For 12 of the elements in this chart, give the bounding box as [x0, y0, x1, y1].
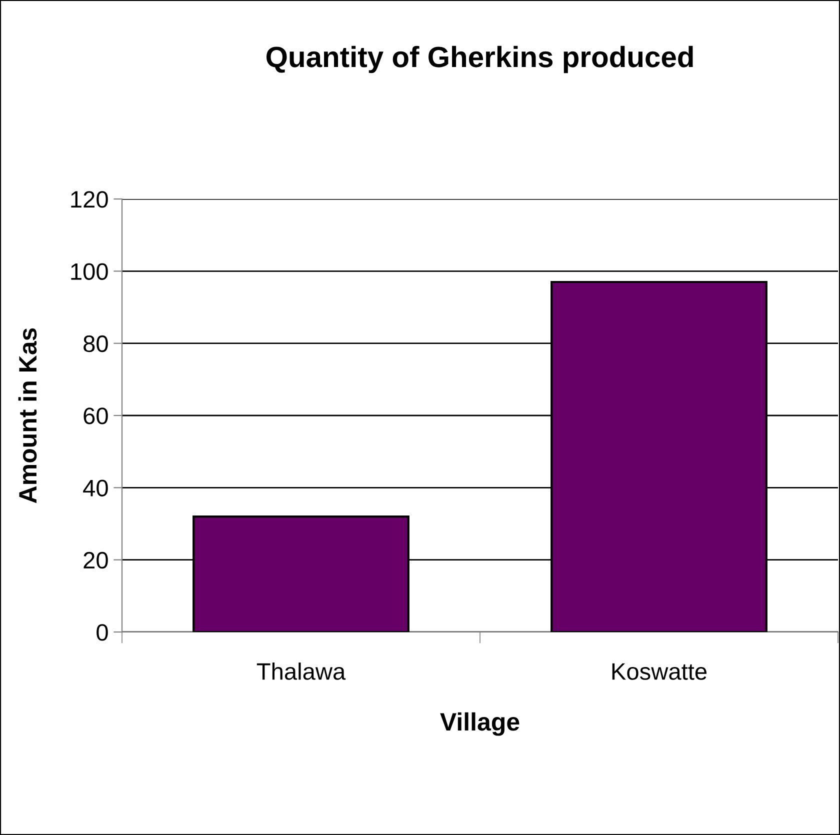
y-tick-label: 80	[84, 335, 108, 352]
x-axis-title: Village	[440, 712, 520, 736]
y-tick-label: 40	[83, 480, 108, 496]
x-tick-label: Koswatte	[612, 663, 707, 680]
y-tick-label: 60	[84, 408, 108, 424]
x-tick-label: Thalawa	[256, 662, 346, 680]
y-tick-label: 0	[96, 624, 108, 641]
y-axis-title: Amount in Kas	[18, 328, 37, 504]
chart-title: Quantity of Gherkins produced	[266, 46, 693, 74]
y-tick-label: 120	[71, 191, 108, 208]
y-tick-label: 20	[84, 552, 108, 569]
y-tick-label: 100	[71, 263, 108, 280]
